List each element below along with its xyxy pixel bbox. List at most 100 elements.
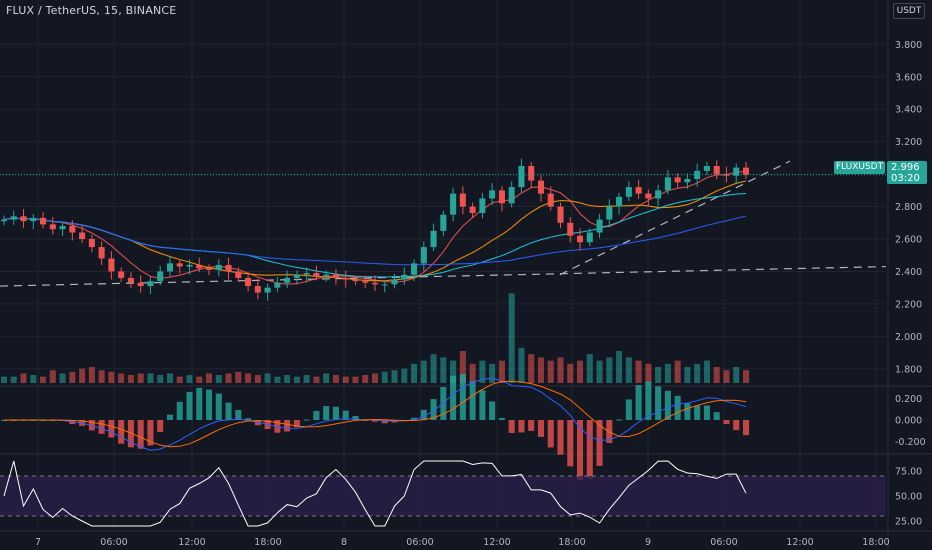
- candle-body: [635, 187, 642, 194]
- macd-histogram-bar: [166, 414, 174, 420]
- volume-bar: [567, 363, 574, 383]
- macd-histogram-bar: [381, 420, 388, 424]
- candle-body: [49, 224, 56, 230]
- candle-body: [313, 273, 320, 277]
- rising-trendline: [559, 160, 791, 276]
- candle-body: [430, 230, 437, 248]
- volume-bar: [684, 367, 691, 383]
- moving-average-line: [3, 215, 747, 266]
- currency-unit-badge[interactable]: USDT: [893, 3, 925, 19]
- macd-histogram-bar: [664, 390, 671, 420]
- candle-body: [459, 193, 466, 207]
- macd-histogram-bar: [98, 420, 105, 434]
- volume-bar: [245, 373, 252, 383]
- candle-body: [586, 232, 593, 243]
- time-tick-label: 18:00: [558, 537, 585, 548]
- volume-bar: [69, 371, 76, 383]
- time-tick-label: 9: [645, 537, 651, 548]
- candle-body: [733, 167, 740, 176]
- macd-histogram-bar: [342, 410, 349, 420]
- macd-histogram-bar: [235, 410, 242, 420]
- macd-histogram-bar: [362, 420, 369, 421]
- macd-histogram-bar: [684, 403, 691, 420]
- macd-histogram-bar: [713, 412, 720, 420]
- chart-title[interactable]: FLUX / TetherUS, 15, BINANCE: [6, 4, 177, 17]
- candle-body: [655, 190, 662, 199]
- candle-body: [401, 274, 408, 280]
- macd-histogram-bar: [186, 391, 193, 420]
- macd-histogram-bar: [430, 399, 437, 420]
- volume-bar: [108, 371, 115, 383]
- volume-bar: [518, 347, 525, 383]
- volume-bar: [293, 376, 300, 383]
- price-tick-label: 2.800: [895, 202, 922, 213]
- volume-bar: [713, 367, 720, 383]
- volume-bar: [674, 360, 681, 383]
- macd-histogram-bar: [625, 399, 632, 420]
- macd-histogram-bar: [635, 385, 642, 420]
- macd-histogram-bar: [371, 420, 379, 422]
- macd-histogram-bar: [293, 420, 300, 428]
- macd-tick-label: -0.200: [895, 437, 926, 448]
- candle-body: [381, 284, 388, 286]
- macd-histogram-bar: [225, 402, 232, 420]
- volume-bar: [342, 376, 349, 383]
- volume-bar: [176, 376, 183, 383]
- candle-body: [547, 193, 554, 207]
- volume-bar: [459, 351, 466, 383]
- volume-bar: [723, 370, 730, 383]
- volume-bar: [450, 360, 457, 383]
- candle-body: [440, 214, 447, 231]
- macd-histogram-bar: [118, 420, 125, 444]
- candle-body: [362, 281, 369, 283]
- candle-body: [88, 239, 95, 248]
- candle-body: [645, 193, 652, 199]
- volume-bar: [606, 357, 613, 383]
- volume-bar: [40, 376, 47, 383]
- volume-bar: [498, 360, 505, 383]
- macd-tick-label: 0.000: [895, 416, 922, 427]
- candle-body: [284, 277, 291, 283]
- support-trendline: [0, 265, 887, 287]
- price-tick-label: 3.200: [895, 137, 922, 148]
- volume-bar: [645, 363, 652, 383]
- candle-body: [606, 206, 613, 220]
- candle-body: [371, 282, 379, 285]
- volume-bar: [284, 375, 291, 383]
- candle-body: [616, 196, 623, 207]
- price-tick-label: 2.200: [895, 299, 922, 310]
- macd-histogram-bar: [645, 381, 652, 420]
- volume-bar: [694, 363, 701, 383]
- candle-body: [352, 279, 359, 282]
- macd-histogram-bar: [742, 420, 750, 436]
- candle-body: [293, 274, 300, 278]
- candle-body: [254, 286, 261, 293]
- volume-bar: [469, 363, 476, 383]
- macd-histogram-bar: [576, 420, 584, 481]
- time-tick-label: 12:00: [483, 537, 510, 548]
- volume-bar: [0, 376, 8, 383]
- rsi-line: [3, 460, 747, 527]
- candle-body: [30, 217, 37, 222]
- macd-histogram-bar: [674, 395, 681, 420]
- volume-bar: [98, 370, 105, 383]
- time-axis[interactable]: 7 06:00 12:00 18:00 8 06:00 12:00 18:00 9 06:00 12…: [35, 537, 890, 548]
- volume-bar: [596, 360, 603, 383]
- volume-bar: [20, 373, 27, 383]
- moving-averages: [3, 170, 747, 285]
- price-tick-label: 3.800: [895, 40, 922, 51]
- macd-histogram-bar: [284, 420, 291, 432]
- volume-bar: [625, 357, 632, 383]
- macd-pane: [0, 374, 750, 481]
- candle-body: [713, 166, 720, 175]
- volume-bar: [118, 373, 125, 383]
- macd-histogram-bar: [205, 389, 213, 420]
- price-tick-label: 3.600: [895, 72, 922, 83]
- macd-histogram-bar: [450, 375, 457, 420]
- volume-bar: [576, 360, 584, 383]
- candle-body: [59, 226, 66, 230]
- macd-histogram-bar: [469, 381, 476, 420]
- macd-histogram-bar: [176, 401, 183, 420]
